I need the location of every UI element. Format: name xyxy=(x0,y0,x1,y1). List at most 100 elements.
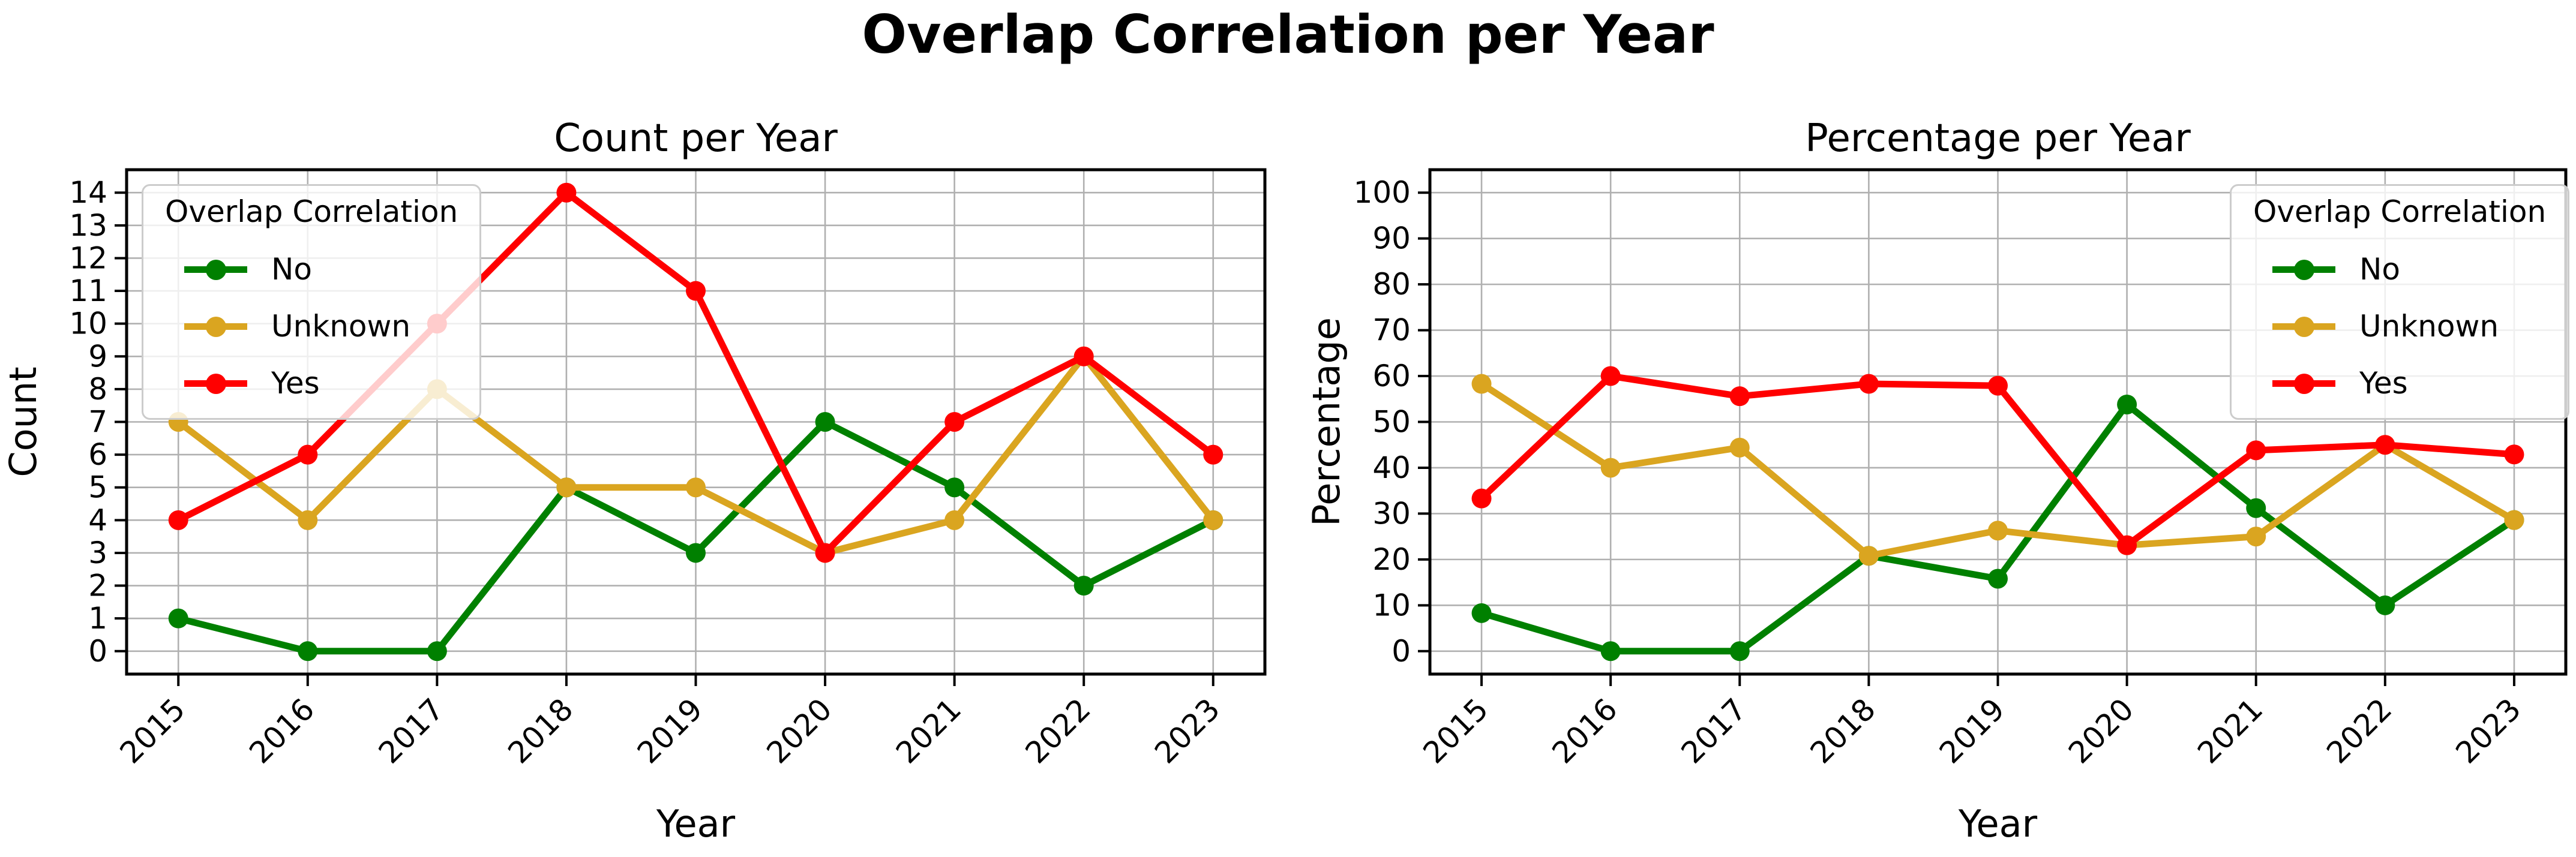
subplot-title: Count per Year xyxy=(554,116,838,161)
marker-no-2019 xyxy=(1988,569,2008,589)
marker-no-2016 xyxy=(298,641,318,661)
marker-dot-icon xyxy=(205,373,226,394)
y-tick-label: 6 xyxy=(88,437,107,472)
legend-count-chart: Overlap Correlation No Unknown Yes xyxy=(142,184,482,420)
marker-yes-2022 xyxy=(1073,346,1094,366)
legend-label-unknown: Unknown xyxy=(271,309,411,344)
marker-unknown-2023 xyxy=(1203,510,1223,530)
marker-yes-2023 xyxy=(2504,444,2524,465)
x-tick-label: 2023 xyxy=(1148,691,1226,770)
legend-item-unknown: Unknown xyxy=(161,310,461,343)
y-tick-label: 90 xyxy=(1372,221,1411,256)
y-tick-label: 9 xyxy=(88,339,107,374)
y-tick-label: 10 xyxy=(1372,588,1411,623)
x-tick-label: 2019 xyxy=(631,691,709,770)
legend-label-unknown: Unknown xyxy=(2359,309,2499,344)
marker-yes-2015 xyxy=(1471,488,1492,509)
marker-dot-icon xyxy=(2293,316,2314,337)
legend-item-no: No xyxy=(2250,253,2550,286)
marker-no-2019 xyxy=(686,543,706,563)
marker-yes-2019 xyxy=(686,281,706,301)
marker-dot-icon xyxy=(205,259,226,280)
marker-unknown-2021 xyxy=(2246,527,2266,547)
marker-no-2020 xyxy=(815,412,835,432)
y-tick-label: 50 xyxy=(1372,405,1411,440)
marker-dot-icon xyxy=(2293,259,2314,280)
marker-yes-2020 xyxy=(2117,535,2137,555)
marker-unknown-2019 xyxy=(1988,521,2008,541)
y-tick-label: 70 xyxy=(1372,313,1411,348)
x-tick-label: 2018 xyxy=(1804,691,1882,770)
x-axis-label: Year xyxy=(656,802,736,846)
line-marker-sample-yes xyxy=(2272,373,2335,394)
x-tick-label: 2021 xyxy=(889,691,968,770)
legend-title: Overlap Correlation xyxy=(2253,194,2547,229)
marker-yes-2020 xyxy=(815,543,835,563)
marker-dot-icon xyxy=(205,316,226,337)
x-tick-label: 2020 xyxy=(2062,691,2140,770)
y-tick-label: 4 xyxy=(88,503,107,537)
marker-yes-2018 xyxy=(1858,374,1879,394)
y-tick-label: 0 xyxy=(88,634,107,669)
legend-label-no: No xyxy=(271,252,312,287)
marker-no-2017 xyxy=(1729,641,1750,661)
legend-label-yes: Yes xyxy=(271,366,320,401)
y-tick-label: 2 xyxy=(88,569,107,603)
line-marker-sample-unknown xyxy=(184,316,247,337)
y-tick-label: 40 xyxy=(1372,450,1411,485)
y-tick-label: 100 xyxy=(1354,175,1411,210)
marker-yes-2018 xyxy=(556,182,577,203)
y-tick-label: 7 xyxy=(88,405,107,440)
legend-item-yes: Yes xyxy=(2250,367,2550,400)
marker-unknown-2018 xyxy=(556,477,577,498)
y-tick-label: 80 xyxy=(1372,267,1411,302)
y-tick-label: 20 xyxy=(1372,542,1411,577)
marker-yes-2017 xyxy=(1729,386,1750,407)
subplot-title: Percentage per Year xyxy=(1805,116,2191,161)
y-tick-label: 60 xyxy=(1372,359,1411,393)
x-tick-label: 2020 xyxy=(760,691,839,770)
marker-unknown-2016 xyxy=(298,510,318,530)
legend-item-unknown: Unknown xyxy=(2250,310,2550,343)
marker-yes-2021 xyxy=(944,412,965,432)
y-tick-label: 1 xyxy=(88,601,107,636)
marker-unknown-2015 xyxy=(1471,374,1492,394)
marker-unknown-2017 xyxy=(1729,437,1750,458)
marker-yes-2022 xyxy=(2375,435,2395,455)
x-tick-label: 2021 xyxy=(2191,691,2269,770)
marker-unknown-2016 xyxy=(1600,458,1621,478)
y-tick-label: 0 xyxy=(1392,634,1411,669)
marker-no-2015 xyxy=(168,608,188,629)
y-tick-label: 13 xyxy=(69,208,107,243)
marker-unknown-2019 xyxy=(686,477,706,498)
marker-no-2021 xyxy=(944,477,965,498)
marker-no-2016 xyxy=(1600,641,1621,661)
y-axis-label: Count xyxy=(1,366,45,477)
x-tick-label: 2023 xyxy=(2449,691,2527,770)
y-tick-label: 10 xyxy=(69,306,107,341)
x-tick-label: 2016 xyxy=(1546,691,1624,770)
marker-no-2021 xyxy=(2246,498,2266,518)
marker-dot-icon xyxy=(2293,373,2314,394)
x-tick-label: 2022 xyxy=(1019,691,1097,770)
marker-no-2020 xyxy=(2117,394,2137,414)
line-marker-sample-unknown xyxy=(2272,316,2335,337)
line-marker-sample-no xyxy=(184,259,247,280)
marker-yes-2019 xyxy=(1988,375,2008,396)
x-tick-label: 2015 xyxy=(113,691,192,770)
marker-unknown-2023 xyxy=(2504,510,2524,530)
marker-yes-2016 xyxy=(298,444,318,465)
marker-unknown-2021 xyxy=(944,510,965,530)
marker-yes-2015 xyxy=(168,510,188,530)
marker-yes-2016 xyxy=(1600,366,1621,386)
marker-yes-2023 xyxy=(1203,444,1223,465)
x-tick-label: 2022 xyxy=(2320,691,2398,770)
x-tick-label: 2017 xyxy=(372,691,451,770)
line-marker-sample-yes xyxy=(184,373,247,394)
y-tick-label: 8 xyxy=(88,372,107,407)
y-tick-label: 14 xyxy=(69,175,107,210)
marker-no-2022 xyxy=(1073,576,1094,596)
figure-suptitle: Overlap Correlation per Year xyxy=(862,4,1714,65)
legend-item-yes: Yes xyxy=(161,367,461,400)
